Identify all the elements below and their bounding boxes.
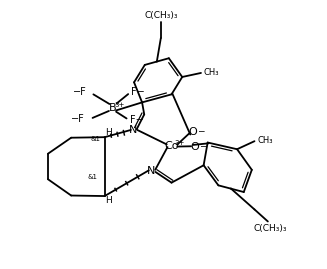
Text: O: O [189,127,197,137]
Text: &1: &1 [88,174,97,180]
Text: F−: F− [131,87,145,97]
Text: N: N [129,125,138,135]
Text: Co: Co [164,141,179,151]
Text: N: N [147,166,156,176]
Text: C(CH₃)₃: C(CH₃)₃ [254,224,287,233]
Text: F−: F− [129,115,143,125]
Text: −F: −F [71,114,85,124]
Text: CH₃: CH₃ [257,136,273,145]
Text: −: − [199,141,207,150]
Text: −F: −F [73,87,87,97]
Text: C(CH₃)₃: C(CH₃)₃ [144,11,178,20]
Text: B: B [109,103,116,113]
Text: CH₃: CH₃ [204,68,219,77]
Text: 3+: 3+ [114,101,125,108]
Text: H: H [106,196,112,204]
Text: 3+: 3+ [175,140,185,146]
Text: &1: &1 [91,136,101,142]
Text: H: H [106,128,112,137]
Text: −: − [197,126,205,135]
Text: O: O [191,142,199,152]
